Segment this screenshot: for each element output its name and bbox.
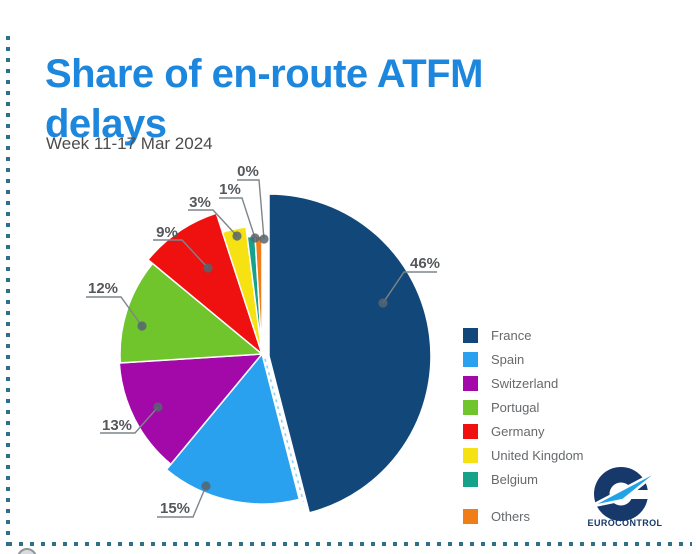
legend-label: Belgium <box>491 472 538 487</box>
legend: France Spain Switzerland Portugal Germany Uni… <box>463 328 584 533</box>
pie-value-label-others: 0% <box>237 163 259 180</box>
pie-slice-germany[interactable] <box>147 212 263 355</box>
legend-item-belgium[interactable]: Belgium <box>463 472 584 487</box>
legend-item-germany[interactable]: Germany <box>463 424 584 439</box>
leader-line-france <box>382 271 437 304</box>
legend-item-spain[interactable]: Spain <box>463 352 584 367</box>
legend-swatch-spain <box>463 352 478 367</box>
eurocontrol-logo-icon <box>587 466 665 521</box>
page-title: Share of en-route ATFM delays <box>45 51 483 146</box>
leader-line-belgium <box>219 197 256 239</box>
legend-swatch-portugal <box>463 400 478 415</box>
dotted-border-bottom <box>8 542 692 546</box>
leader-dot-others <box>259 234 269 244</box>
leader-dot-united-kingdom <box>232 231 242 241</box>
legend-swatch-switzerland <box>463 376 478 391</box>
legend-label: United Kingdom <box>491 448 584 463</box>
pie-value-label-spain: 15% <box>160 500 190 517</box>
leader-line-united-kingdom <box>188 209 238 237</box>
legend-swatch-united-kingdom <box>463 448 478 463</box>
legend-label: Portugal <box>491 400 540 415</box>
pie-slice-switzerland[interactable] <box>118 353 263 465</box>
legend-item-switzerland[interactable]: Switzerland <box>463 376 584 391</box>
leader-dot-portugal <box>137 321 147 331</box>
pie-value-label-switzerland: 13% <box>102 417 132 434</box>
legend-swatch-france <box>463 328 478 343</box>
pie-value-label-portugal: 12% <box>88 280 118 297</box>
legend-item-others[interactable]: Others <box>463 509 584 524</box>
pie-value-label-united-kingdom: 3% <box>189 194 211 211</box>
dotted-border-left <box>6 36 10 550</box>
legend-item-portugal[interactable]: Portugal <box>463 400 584 415</box>
leader-dot-belgium <box>250 233 260 243</box>
pie-slice-france[interactable] <box>268 193 432 514</box>
leader-line-others <box>237 179 265 240</box>
leader-line-germany <box>153 239 209 269</box>
legend-swatch-germany <box>463 424 478 439</box>
pie-value-label-germany: 9% <box>156 224 178 241</box>
pie-value-label-france: 46% <box>410 255 440 272</box>
legend-label: France <box>491 328 532 343</box>
leader-dot-france <box>378 298 388 308</box>
legend-label: Spain <box>491 352 525 367</box>
legend-item-france[interactable]: France <box>463 328 584 343</box>
leader-dot-switzerland <box>153 402 163 412</box>
pie-slice-spain[interactable] <box>165 353 301 505</box>
legend-swatch-others <box>463 509 478 524</box>
eurocontrol-logo-text: EUROCONTROL <box>587 518 663 528</box>
legend-item-united-kingdom[interactable]: United Kingdom <box>463 448 584 463</box>
leader-line-spain <box>157 485 207 518</box>
legend-swatch-belgium <box>463 472 478 487</box>
legend-label: Others <box>491 509 531 524</box>
leader-line-switzerland <box>100 406 159 434</box>
pie-slice-portugal[interactable] <box>119 262 263 364</box>
leader-dot-spain <box>201 481 211 491</box>
pie-value-label-belgium: 1% <box>219 181 241 198</box>
page-subtitle: Week 11-17 Mar 2024 <box>46 134 213 153</box>
legend-label: Switzerland <box>491 376 559 391</box>
leader-line-portugal <box>86 296 143 327</box>
legend-label: Germany <box>491 424 545 439</box>
pie-slice-united-kingdom[interactable] <box>221 226 263 355</box>
leader-dot-germany <box>203 263 213 273</box>
